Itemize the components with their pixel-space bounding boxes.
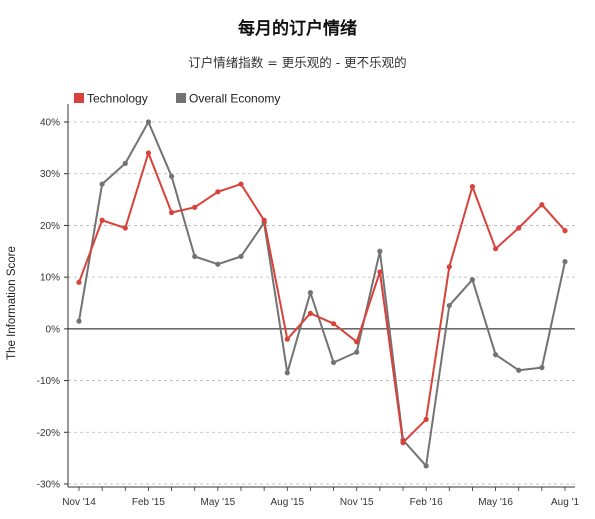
data-point <box>446 264 452 270</box>
data-point <box>562 228 568 234</box>
series-line-1 <box>78 121 566 467</box>
legend-label: Overall Economy <box>189 92 280 106</box>
data-point <box>192 253 198 260</box>
legend-swatch <box>176 93 186 103</box>
data-point <box>354 349 360 355</box>
y-tick-label: 40% <box>40 118 60 129</box>
data-point <box>516 367 522 373</box>
data-point <box>492 352 499 358</box>
data-point <box>238 253 244 260</box>
series-line-0 <box>78 152 566 444</box>
data-point <box>261 217 267 223</box>
y-tick-label: -20% <box>37 428 60 439</box>
data-point <box>539 202 545 208</box>
data-point <box>76 318 82 324</box>
data-point <box>122 225 128 231</box>
y-tick-label: 30% <box>40 169 60 180</box>
x-tick-label: Feb '16 <box>410 497 443 508</box>
data-point <box>492 246 499 252</box>
data-point <box>122 160 128 166</box>
legend-swatch <box>74 93 84 103</box>
y-tick-label: -10% <box>37 376 60 387</box>
data-point <box>400 440 406 446</box>
data-point <box>562 259 568 265</box>
legend: Technology Overall Economy <box>74 92 280 106</box>
data-point <box>192 204 198 210</box>
data-point <box>423 416 429 422</box>
data-point <box>423 463 429 469</box>
data-point <box>330 321 337 327</box>
data-point <box>168 209 175 216</box>
data-point <box>99 181 105 187</box>
gridlines <box>68 121 575 485</box>
x-tick-label: Feb '15 <box>132 497 165 508</box>
x-tick-label: May '16 <box>478 497 513 508</box>
data-point <box>377 248 383 254</box>
data-point <box>516 225 522 231</box>
data-point <box>539 365 545 371</box>
data-point <box>284 370 290 376</box>
data-point <box>330 359 337 366</box>
data-point <box>469 184 476 190</box>
x-tick-label: Aug '15 <box>270 497 304 508</box>
data-point <box>469 277 476 283</box>
chart-subtitle: 订户情绪指数 = 更乐观的 - 更不乐观的 <box>188 55 407 70</box>
x-tick-label: May '15 <box>201 497 236 508</box>
x-tick-label: Nov '14 <box>62 497 96 508</box>
data-point <box>307 310 314 316</box>
x-tick-label: Aug '1 <box>551 497 579 508</box>
data-point <box>354 339 360 345</box>
data-point <box>215 261 221 267</box>
data-point <box>446 302 452 309</box>
data-point <box>284 336 290 342</box>
data-point <box>238 181 244 187</box>
y-tick-label: -30% <box>37 480 60 491</box>
data-point <box>168 173 175 179</box>
data-point <box>76 279 82 285</box>
chart-title: 每月的订户情绪 <box>238 19 357 39</box>
data-point <box>99 217 105 223</box>
series-layer <box>76 119 568 469</box>
legend-label: Technology <box>87 92 148 106</box>
y-tick-label: 0% <box>46 324 61 335</box>
data-point <box>145 119 152 125</box>
data-point <box>377 269 383 275</box>
data-point <box>307 290 314 296</box>
x-tick-label: Nov '15 <box>340 497 374 508</box>
y-tick-label: 20% <box>40 221 60 232</box>
data-point <box>145 150 152 156</box>
y-axis-label: The Information Score <box>6 246 18 360</box>
y-tick-label: 10% <box>40 273 60 284</box>
data-point <box>215 189 221 195</box>
axes: -30% -20% -10% 0% 10% 20% 30% 40% Nov '14 Feb '15… <box>37 104 579 508</box>
